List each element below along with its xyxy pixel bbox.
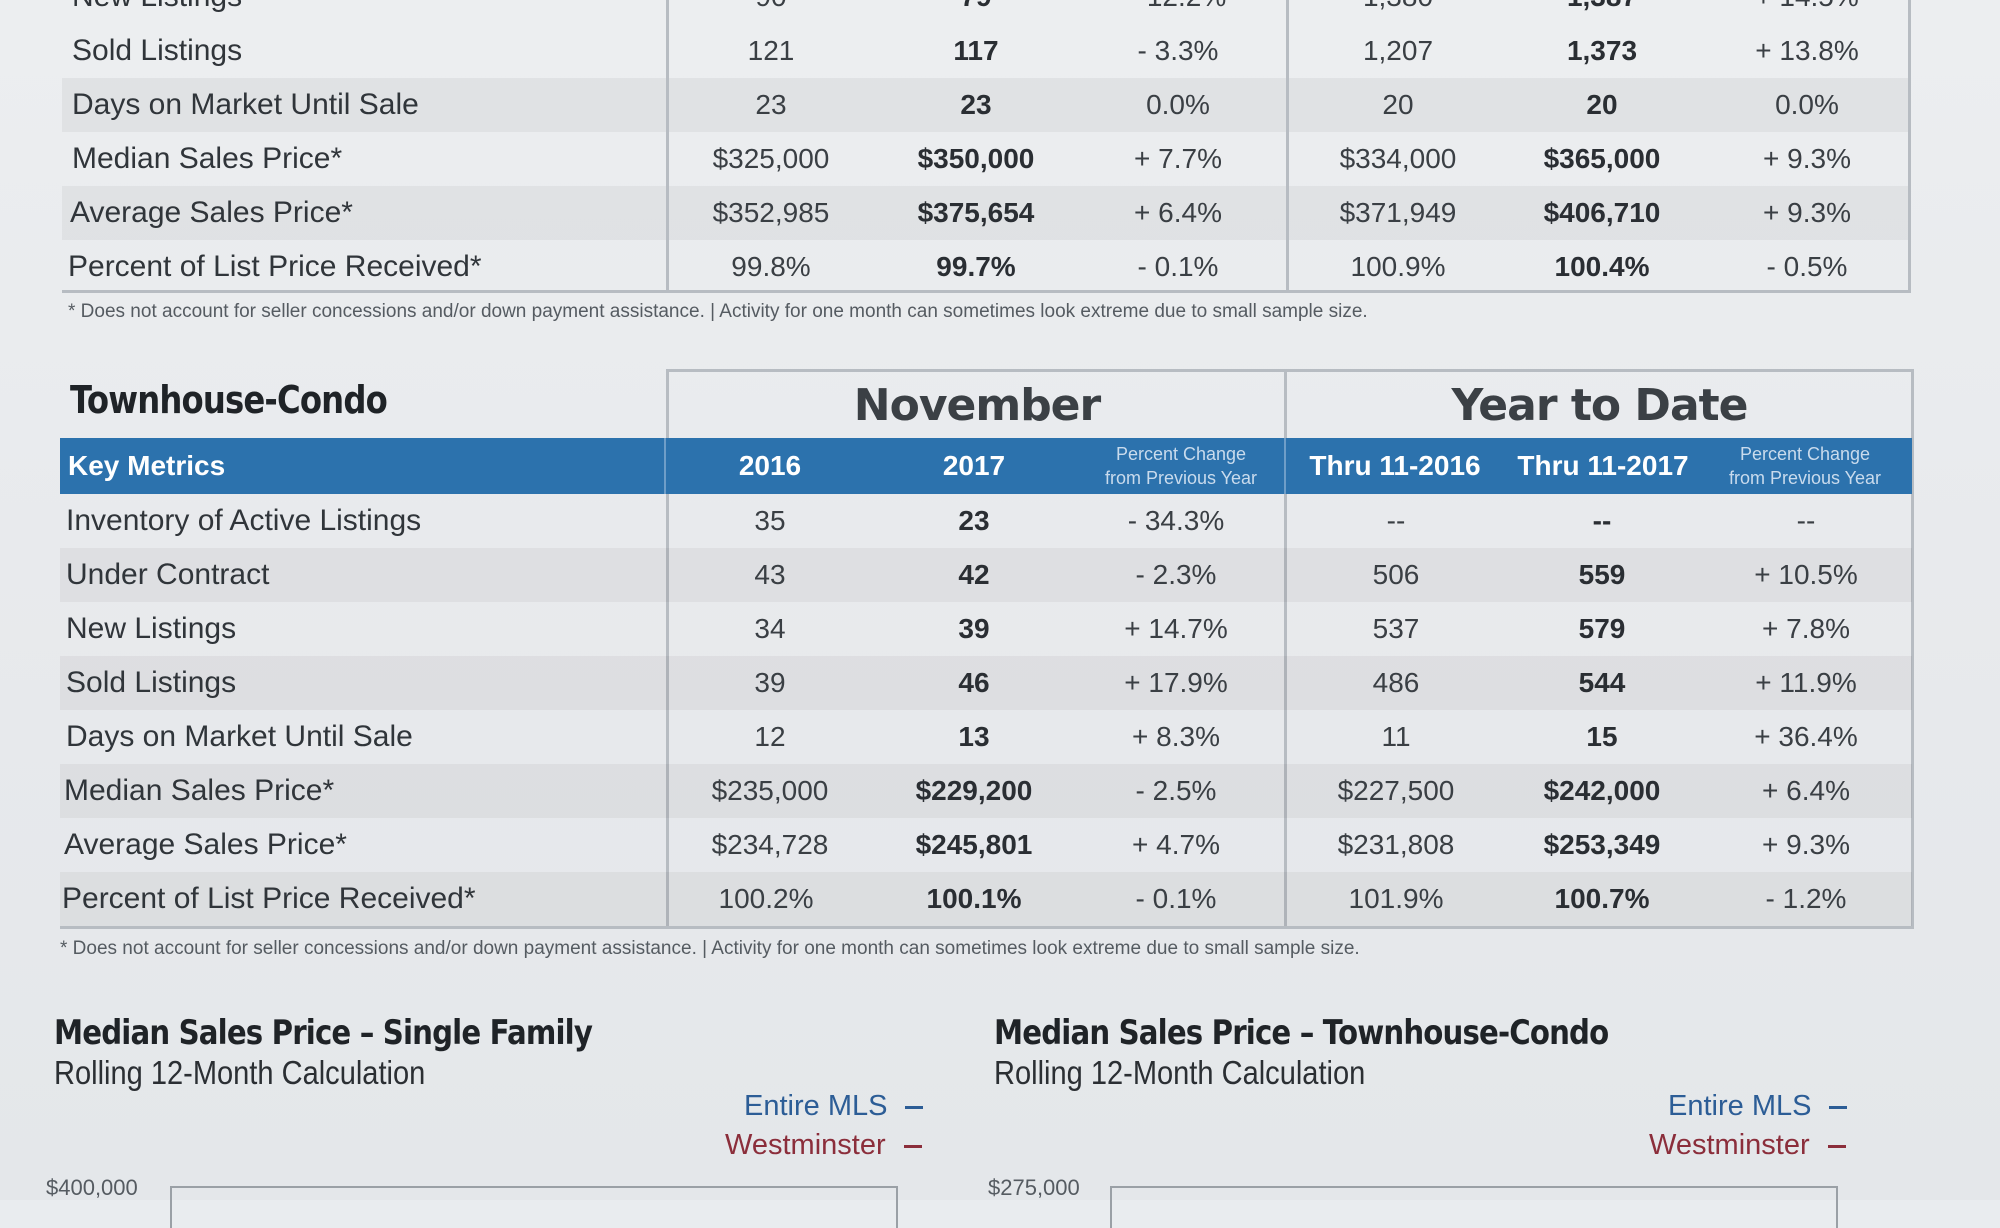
- table-row: Average Sales Price* $234,728 $245,801 +…: [64, 828, 1850, 861]
- header-ytd-2016: Thru 11-2016: [1309, 450, 1481, 481]
- legend-line-icon: [1829, 1105, 1848, 1109]
- y-axis-tick: $275,000: [988, 1175, 1080, 1200]
- table-row: Average Sales Price* $352,985 $375,654 +…: [62, 186, 1910, 240]
- footnote: * Does not account for seller concession…: [60, 938, 1360, 959]
- period-title-ytd: Year to Date: [1451, 380, 1748, 431]
- legend-westminster: Westminster: [1649, 1129, 1846, 1162]
- table-header: Key Metrics 2016 2017 Percent Change fro…: [60, 438, 1912, 494]
- divider: [60, 926, 1912, 929]
- table-row: Median Sales Price* $235,000 $229,200 - …: [60, 764, 1912, 818]
- single-family-table: New Listings 90 79 - 12.2% 1,380 1,387 +…: [62, 0, 1911, 295]
- y-axis-tick: $400,000: [46, 1175, 138, 1200]
- table-row: New Listings 90 79 - 12.2% 1,380 1,387 +…: [62, 0, 1910, 24]
- row-label: New Listings: [72, 0, 242, 14]
- divider: [1284, 369, 1287, 929]
- chart-subtitle-townhouse: Rolling 12-Month Calculation: [994, 1054, 1366, 1091]
- header-ytd-2017: Thru 11-2017: [1517, 450, 1689, 481]
- table-row: Sold Listings 39 46 + 17.9% 486 544 + 11…: [60, 656, 1912, 710]
- table-row: Percent of List Price Received* 100.2% 1…: [60, 872, 1912, 926]
- divider: [1286, 0, 1289, 293]
- divider: [666, 369, 669, 929]
- chart-subtitle-single-family: Rolling 12-Month Calculation: [54, 1054, 426, 1091]
- chart-plot-area: [170, 1186, 898, 1228]
- table-row: New Listings 34 39 + 14.7% 537 579 + 7.8…: [66, 612, 1850, 645]
- table-row: Percent of List Price Received* 99.8% 99…: [68, 250, 1848, 283]
- table-row: Inventory of Active Listings 35 23 - 34.…: [66, 504, 1816, 537]
- chart-plot-area: [1110, 1186, 1838, 1228]
- legend-entire-mls: Entire MLS: [1668, 1090, 1848, 1123]
- table-row: Under Contract 43 42 - 2.3% 506 559 + 10…: [60, 548, 1912, 602]
- header-2017: 2017: [942, 450, 1006, 481]
- header-pct-change-month: Percent Change from Previous Year: [1104, 444, 1258, 488]
- table-row: Sold Listings 121 117 - 3.3% 1,207 1,373…: [72, 34, 1859, 67]
- legend-westminster: Westminster: [725, 1129, 922, 1162]
- legend-line-icon: [1827, 1144, 1846, 1148]
- legend-line-icon: [903, 1144, 922, 1148]
- legend-entire-mls: Entire MLS: [744, 1090, 924, 1123]
- table-row: Median Sales Price* $325,000 $350,000 + …: [72, 142, 1851, 175]
- townhouse-table: Inventory of Active Listings 35 23 - 34.…: [60, 494, 1912, 930]
- divider: [62, 290, 1910, 293]
- divider: [1911, 369, 1914, 929]
- section-title: Townhouse-Condo: [70, 378, 388, 422]
- chart-title-single-family: Median Sales Price – Single Family: [54, 1013, 593, 1053]
- period-title-november: November: [853, 380, 1101, 431]
- chart-title-townhouse: Median Sales Price – Townhouse-Condo: [994, 1013, 1609, 1053]
- header-pct-change-ytd: Percent Change from Previous Year: [1728, 444, 1882, 488]
- header-key-metrics: Key Metrics: [68, 450, 226, 481]
- table-row: Days on Market Until Sale 23 23 0.0% 20 …: [62, 78, 1910, 132]
- legend-line-icon: [905, 1105, 924, 1109]
- divider: [666, 0, 669, 293]
- divider: [666, 369, 1914, 372]
- divider: [1908, 0, 1911, 293]
- table-row: Days on Market Until Sale 12 13 + 8.3% 1…: [66, 720, 1858, 753]
- header-2016: 2016: [738, 450, 802, 481]
- footnote: * Does not account for seller concession…: [68, 301, 1368, 322]
